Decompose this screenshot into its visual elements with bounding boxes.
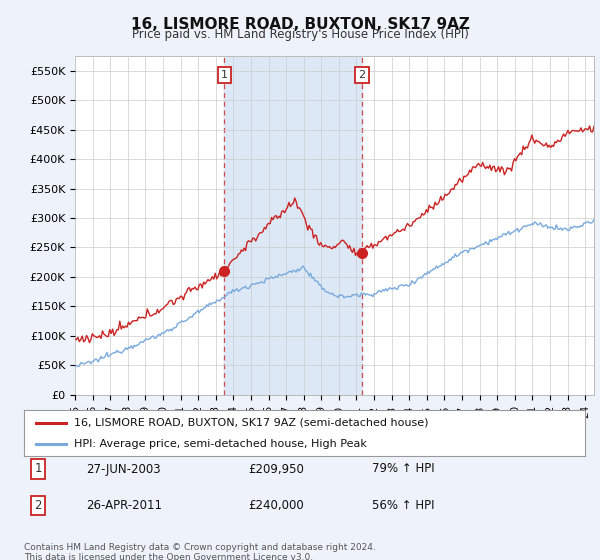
Bar xyxy=(224,56,362,395)
Text: 1: 1 xyxy=(34,463,42,475)
Text: 27-JUN-2003: 27-JUN-2003 xyxy=(86,463,160,475)
Text: 26-APR-2011: 26-APR-2011 xyxy=(86,499,162,512)
Text: 16, LISMORE ROAD, BUXTON, SK17 9AZ (semi-detached house): 16, LISMORE ROAD, BUXTON, SK17 9AZ (semi… xyxy=(74,418,429,428)
Text: 16, LISMORE ROAD, BUXTON, SK17 9AZ: 16, LISMORE ROAD, BUXTON, SK17 9AZ xyxy=(131,17,469,32)
Text: Price paid vs. HM Land Registry's House Price Index (HPI): Price paid vs. HM Land Registry's House … xyxy=(131,28,469,41)
Text: 56% ↑ HPI: 56% ↑ HPI xyxy=(372,499,434,512)
Text: HPI: Average price, semi-detached house, High Peak: HPI: Average price, semi-detached house,… xyxy=(74,439,367,449)
Text: 2: 2 xyxy=(34,499,42,512)
Text: Contains HM Land Registry data © Crown copyright and database right 2024.: Contains HM Land Registry data © Crown c… xyxy=(24,543,376,552)
Text: £240,000: £240,000 xyxy=(248,499,304,512)
Text: 1: 1 xyxy=(221,70,228,80)
Text: This data is licensed under the Open Government Licence v3.0.: This data is licensed under the Open Gov… xyxy=(24,553,313,560)
Text: 2: 2 xyxy=(359,70,365,80)
Text: £209,950: £209,950 xyxy=(248,463,304,475)
Text: 79% ↑ HPI: 79% ↑ HPI xyxy=(372,463,434,475)
